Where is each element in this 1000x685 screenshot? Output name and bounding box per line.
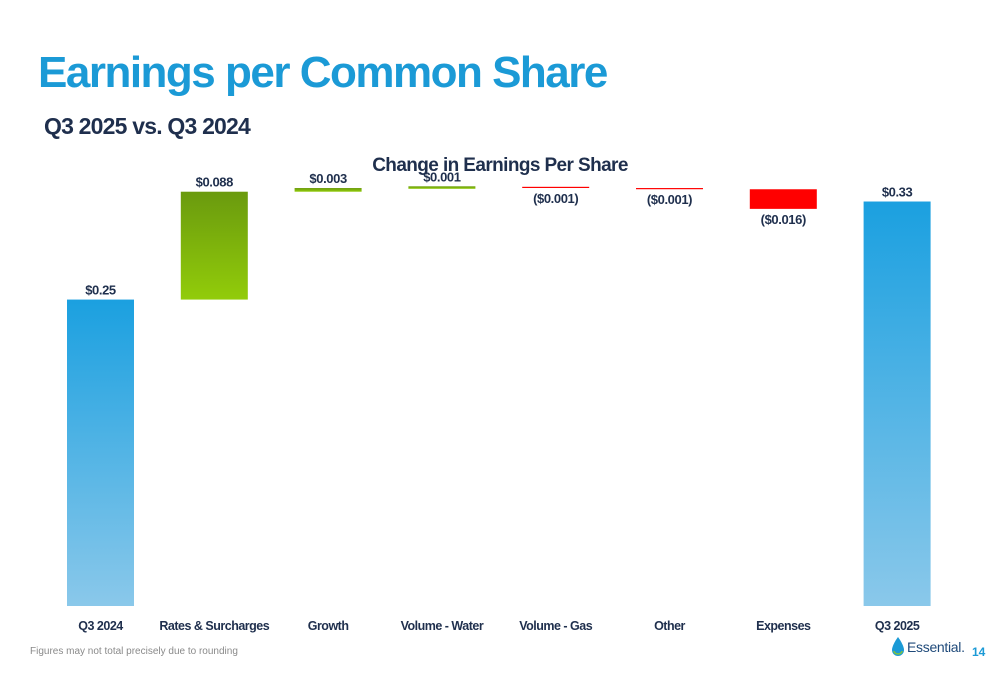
data-label-expenses: ($0.016) (761, 212, 806, 227)
data-label-volume-water: $0.001 (423, 169, 461, 184)
data-label-q3-2024: $0.25 (85, 283, 116, 298)
footnote: Figures may not total precisely due to r… (30, 646, 238, 657)
bar-growth (294, 188, 362, 192)
category-label-q3-2024: Q3 2024 (78, 619, 123, 633)
category-label-volume-gas: Volume - Gas (519, 619, 593, 633)
category-label-growth: Growth (308, 619, 349, 633)
data-label-volume-gas: ($0.001) (533, 191, 578, 206)
logo-text: Essential. (907, 639, 965, 655)
data-label-q3-2025: $0.33 (882, 185, 913, 200)
category-label-other: Other (654, 619, 685, 633)
category-label-expenses: Expenses (756, 619, 811, 633)
chart-title: Change in Earnings Per Share (372, 155, 628, 176)
bar-other (636, 188, 703, 190)
category-label-q3-2025: Q3 2025 (875, 619, 920, 633)
bar-q3-2025 (863, 201, 931, 606)
essential-logo: Essential. (891, 636, 965, 658)
bar-rates-surcharges (180, 191, 248, 300)
bar-volume-water (408, 186, 476, 189)
data-label-other: ($0.001) (647, 192, 692, 207)
water-drop-icon (892, 637, 904, 656)
category-label-volume-water: Volume - Water (401, 619, 484, 633)
bar-volume-gas (522, 186, 590, 189)
bar-expenses (749, 189, 817, 209)
bar-q3-2024 (67, 299, 134, 606)
page-number: 14 (972, 645, 986, 659)
data-label-rates-surcharges: $0.088 (196, 175, 234, 190)
page-title: Earnings per Common Share (38, 48, 608, 97)
category-label-rates-surcharges: Rates & Surcharges (159, 619, 269, 633)
page-subtitle: Q3 2025 vs. Q3 2024 (44, 113, 251, 139)
data-label-growth: $0.003 (309, 171, 347, 186)
